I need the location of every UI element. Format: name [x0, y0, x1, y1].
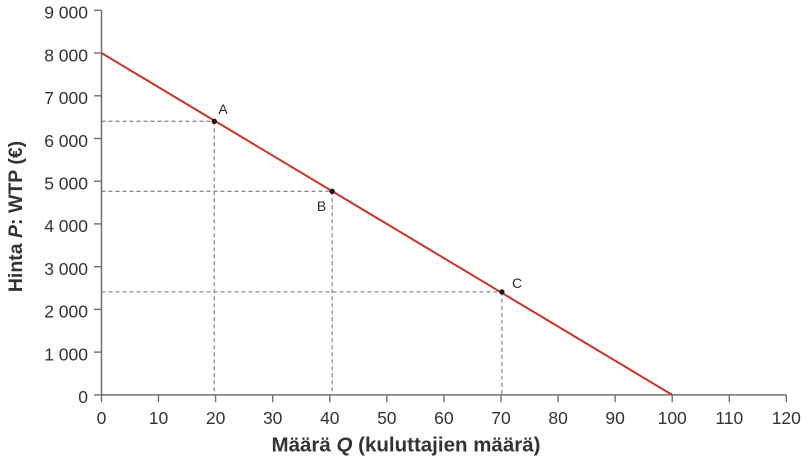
svg-text:20: 20 — [206, 408, 226, 428]
svg-text:8 000: 8 000 — [44, 45, 88, 65]
svg-text:C: C — [512, 275, 522, 291]
svg-text:40: 40 — [320, 408, 340, 428]
svg-text:9 000: 9 000 — [44, 3, 88, 23]
svg-text:80: 80 — [548, 408, 568, 428]
svg-text:110: 110 — [715, 408, 743, 428]
svg-text:1 000: 1 000 — [44, 344, 88, 364]
svg-text:Määrä Q (kuluttajien määrä): Määrä Q (kuluttajien määrä) — [272, 434, 541, 457]
svg-text:100: 100 — [658, 408, 687, 428]
svg-text:B: B — [317, 198, 326, 214]
svg-text:0: 0 — [97, 408, 107, 428]
svg-text:70: 70 — [491, 408, 511, 428]
svg-text:60: 60 — [434, 408, 454, 428]
svg-text:5 000: 5 000 — [44, 174, 88, 194]
svg-text:Hinta P: WTP (€): Hinta P: WTP (€) — [5, 141, 27, 292]
svg-text:3 000: 3 000 — [44, 259, 88, 279]
svg-text:A: A — [218, 101, 228, 117]
svg-text:90: 90 — [605, 408, 625, 428]
svg-text:0: 0 — [78, 387, 88, 407]
svg-text:50: 50 — [377, 408, 397, 428]
svg-text:4 000: 4 000 — [44, 216, 88, 236]
svg-text:7 000: 7 000 — [44, 88, 88, 108]
svg-text:2 000: 2 000 — [44, 302, 88, 322]
svg-text:10: 10 — [149, 408, 169, 428]
svg-text:6 000: 6 000 — [44, 131, 88, 151]
svg-text:30: 30 — [263, 408, 283, 428]
svg-text:120: 120 — [772, 408, 801, 428]
